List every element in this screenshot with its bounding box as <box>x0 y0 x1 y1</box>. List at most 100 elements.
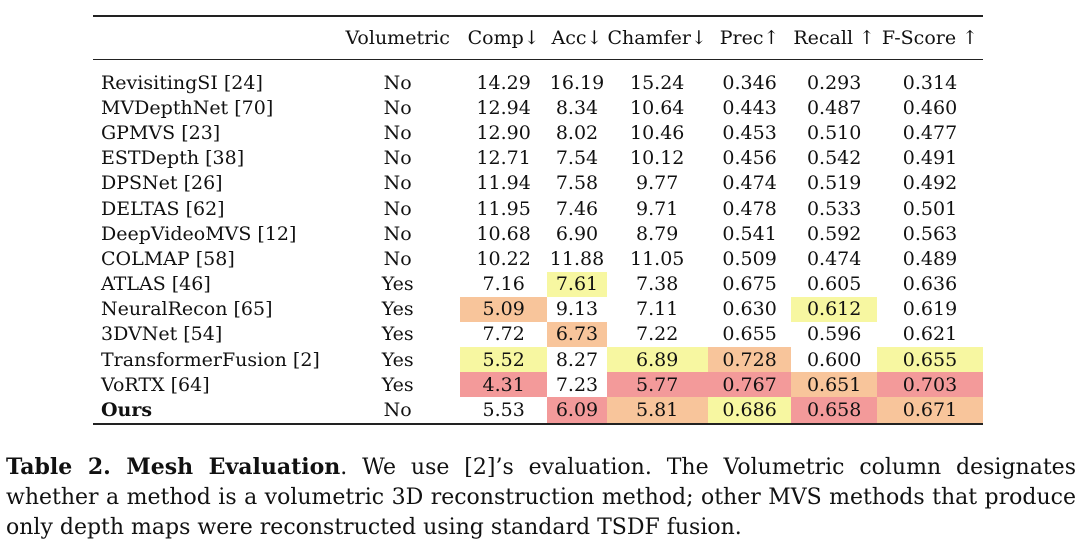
table-row: DeepVideoMVS [12] No 10.68 6.90 8.79 0.541 0.5… <box>93 221 983 246</box>
cell-comp: 5.53 <box>482 399 525 422</box>
table-header-row: Volumetric Comp↓ Acc↓ Chamfer↓ Prec↑ Rec… <box>93 16 983 60</box>
cell-method: GPMVS [23] <box>101 121 221 144</box>
table-row: Ours No 5.53 6.09 5.81 0.686 0.658 0.671 <box>93 397 983 424</box>
cell-prec: 0.509 <box>722 247 777 270</box>
cell-recall: 0.612 <box>791 296 877 322</box>
cell-comp: 7.72 <box>482 323 525 346</box>
mesh-evaluation-table: Volumetric Comp↓ Acc↓ Chamfer↓ Prec↑ Rec… <box>93 15 983 425</box>
cell-acc: 8.27 <box>555 348 599 371</box>
header-volumetric: Volumetric <box>345 27 450 49</box>
cell-comp: 7.16 <box>482 273 525 296</box>
cell-volumetric: No <box>383 172 412 195</box>
header-prec: Prec↑ <box>719 27 780 49</box>
cell-volumetric: No <box>383 399 412 422</box>
cell-fscore: 0.314 <box>902 71 958 94</box>
table-row: VoRTX [64] Yes 4.31 7.23 5.77 0.767 0.651 0.703 <box>93 372 983 398</box>
cell-chamfer: 9.77 <box>636 172 679 195</box>
cell-method: DeepVideoMVS [12] <box>101 222 297 245</box>
table-row: NeuralRecon [65] Yes 5.09 9.13 7.11 0.630 0.61… <box>93 296 983 322</box>
cell-fscore: 0.489 <box>902 247 958 270</box>
cell-fscore: 0.491 <box>902 147 958 170</box>
cell-method: RevisitingSI [24] <box>101 71 263 94</box>
table-row: DELTAS [62] No 11.95 7.46 9.71 0.478 0.533 0.50… <box>93 196 983 221</box>
cell-prec: 0.686 <box>707 397 792 424</box>
table-row: 3DVNet [54] Yes 7.72 6.73 7.22 0.655 0.596 0.62… <box>93 321 983 348</box>
cell-method: ATLAS [46] <box>101 273 211 296</box>
cell-prec: 0.675 <box>722 273 777 296</box>
cell-fscore: 0.621 <box>902 323 958 346</box>
cell-acc: 7.54 <box>555 147 599 170</box>
cell-method: MVDepthNet [70] <box>101 96 274 119</box>
cell-acc: 11.88 <box>549 247 605 270</box>
cell-chamfer: 7.22 <box>636 323 679 346</box>
header-method <box>93 16 336 60</box>
cell-chamfer: 5.81 <box>606 397 708 424</box>
cell-acc: 9.13 <box>555 298 599 321</box>
table-row: ATLAS [46] Yes 7.16 7.61 7.38 0.675 0.605 0.636 <box>93 271 983 297</box>
cell-prec: 0.767 <box>707 372 792 398</box>
table-row: RevisitingSI [24] No 14.29 16.19 15.24 0.346 0… <box>93 60 983 96</box>
cell-prec: 0.655 <box>722 323 777 346</box>
cell-acc: 7.46 <box>555 197 599 220</box>
cell-comp: 12.94 <box>476 96 531 119</box>
cell-prec: 0.728 <box>707 347 792 373</box>
cell-volumetric: No <box>383 147 412 170</box>
header-acc: Acc↓ <box>551 27 603 49</box>
cell-fscore: 0.477 <box>902 121 958 144</box>
cell-volumetric: Yes <box>381 298 414 321</box>
cell-volumetric: No <box>383 96 412 119</box>
cell-chamfer: 10.46 <box>629 121 685 144</box>
cell-fscore: 0.671 <box>876 397 983 424</box>
table-caption: Table 2. Mesh Evaluation. We use [2]’s e… <box>6 452 1076 543</box>
cell-chamfer: 11.05 <box>629 247 685 270</box>
cell-recall: 0.651 <box>791 372 877 398</box>
cell-fscore: 0.703 <box>876 372 983 398</box>
cell-method: VoRTX [64] <box>101 373 210 396</box>
table-row: COLMAP [58] No 10.22 11.88 11.05 0.509 0.474 0.… <box>93 246 983 271</box>
cell-acc: 8.34 <box>555 96 599 119</box>
cell-chamfer: 5.77 <box>606 372 708 398</box>
table-row: MVDepthNet [70] No 12.94 8.34 10.64 0.443 0.48… <box>93 95 983 120</box>
cell-acc: 6.90 <box>555 222 599 245</box>
header-chamfer: Chamfer↓ <box>607 27 707 49</box>
cell-recall: 0.510 <box>806 121 862 144</box>
cell-fscore: 0.636 <box>902 273 958 296</box>
cell-prec: 0.541 <box>722 222 777 245</box>
cell-chamfer: 7.38 <box>636 273 679 296</box>
cell-comp: 10.68 <box>476 222 531 245</box>
cell-volumetric: No <box>383 222 412 245</box>
cell-method: TransformerFusion [2] <box>101 348 320 371</box>
cell-prec: 0.630 <box>722 298 777 321</box>
cell-volumetric: Yes <box>381 373 414 396</box>
cell-volumetric: No <box>383 121 412 144</box>
cell-fscore: 0.460 <box>902 96 958 119</box>
cell-method: DELTAS [62] <box>101 197 225 220</box>
cell-recall: 0.487 <box>806 96 862 119</box>
header-comp: Comp↓ <box>467 27 540 49</box>
cell-fscore: 0.501 <box>902 197 958 220</box>
cell-volumetric: Yes <box>381 273 414 296</box>
header-recall: Recall ↑ <box>793 27 875 49</box>
cell-recall: 0.474 <box>806 247 862 270</box>
cell-recall: 0.533 <box>806 197 862 220</box>
cell-method: COLMAP [58] <box>101 247 235 270</box>
cell-comp: 14.29 <box>476 71 531 94</box>
cell-method: NeuralRecon [65] <box>101 298 273 321</box>
cell-recall: 0.592 <box>806 222 862 245</box>
cell-prec: 0.346 <box>722 71 777 94</box>
cell-recall: 0.542 <box>806 147 862 170</box>
cell-method: DPSNet [26] <box>101 172 223 195</box>
table-row: ESTDepth [38] No 12.71 7.54 10.12 0.456 0.542 0… <box>93 146 983 171</box>
cell-fscore: 0.563 <box>902 222 958 245</box>
cell-comp: 11.94 <box>476 172 531 195</box>
cell-recall: 0.658 <box>791 397 877 424</box>
caption-label: Table 2. Mesh Evaluation <box>6 454 341 480</box>
cell-prec: 0.478 <box>722 197 777 220</box>
cell-volumetric: No <box>383 71 412 94</box>
cell-chamfer: 6.89 <box>606 347 708 373</box>
cell-chamfer: 8.79 <box>636 222 679 245</box>
results-table-container: Volumetric Comp↓ Acc↓ Chamfer↓ Prec↑ Rec… <box>93 15 983 425</box>
table-row: DPSNet [26] No 11.94 7.58 9.77 0.474 0.519 0.49… <box>93 171 983 196</box>
cell-comp: 11.95 <box>476 197 531 220</box>
cell-volumetric: No <box>383 247 412 270</box>
